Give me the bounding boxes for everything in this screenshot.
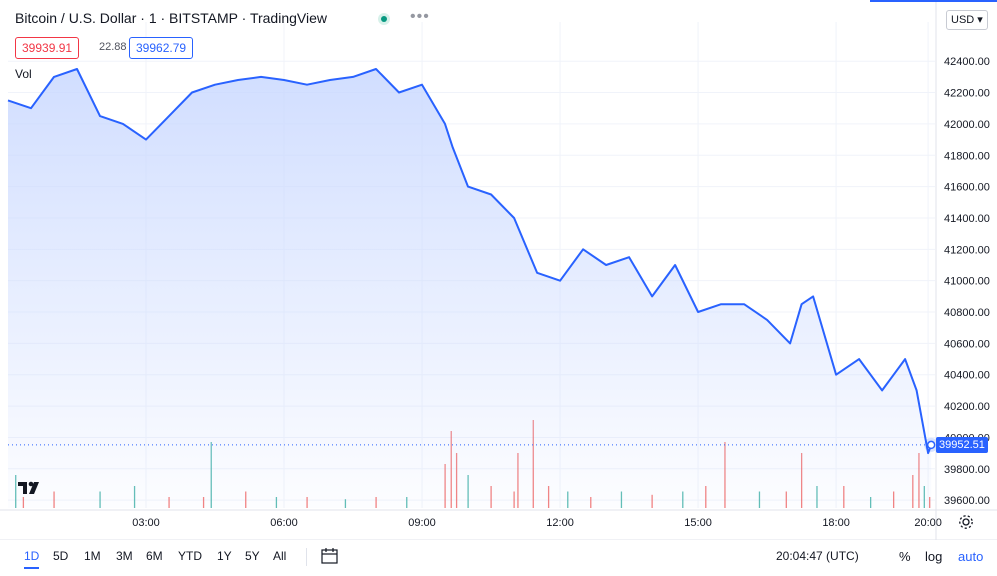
top-accent-strip <box>870 0 997 2</box>
bottom-toolbar: 1D 5D 1M 3M 6M YTD 1Y 5Y All 20:04:47 (U… <box>0 540 997 576</box>
last-price-label: 39952.51 <box>936 437 988 453</box>
x-tick-label: 09:00 <box>408 517 436 529</box>
timeframe-1m[interactable]: 1M <box>84 549 101 563</box>
y-tick-label: 40600.00 <box>944 338 990 350</box>
y-tick-label: 42400.00 <box>944 56 990 68</box>
x-tick-label: 20:00 <box>914 517 942 529</box>
y-tick-label: 39600.00 <box>944 495 990 507</box>
timeframe-3m[interactable]: 3M <box>116 549 133 563</box>
x-tick-label: 03:00 <box>132 517 160 529</box>
y-tick-label: 40400.00 <box>944 370 990 382</box>
y-tick-label: 41800.00 <box>944 150 990 162</box>
y-tick-label: 41000.00 <box>944 276 990 288</box>
tradingview-logo-icon[interactable] <box>16 478 46 498</box>
utc-clock[interactable]: 20:04:47 (UTC) <box>776 549 859 563</box>
x-tick-label: 15:00 <box>684 517 712 529</box>
price-area <box>7 68 939 508</box>
timeframe-6m[interactable]: 6M <box>146 549 163 563</box>
currency-label: USD <box>951 14 975 26</box>
market-status-icon[interactable] <box>378 13 390 25</box>
axes: 42400.00 42200.00 42000.00 41800.00 41600.00… <box>0 0 997 540</box>
last-price-marker <box>926 440 936 450</box>
currency-selector[interactable]: USD ▾ <box>946 10 988 30</box>
volume-legend-label[interactable]: Vol <box>15 67 32 81</box>
y-tick-label: 41400.00 <box>944 213 990 225</box>
bid-price[interactable]: 39939.91 <box>15 37 80 59</box>
ask-price[interactable]: 39962.79 <box>129 37 194 59</box>
y-tick-label: 42200.00 <box>944 88 990 100</box>
y-tick-label: 40800.00 <box>944 307 990 319</box>
timeframe-1y[interactable]: 1Y <box>217 549 232 563</box>
timeframe-ytd[interactable]: YTD <box>178 549 202 563</box>
x-tick-label: 12:00 <box>546 517 574 529</box>
gear-icon[interactable] <box>957 513 975 531</box>
spread-value: 22.88 <box>93 37 133 57</box>
price-area-fill <box>8 69 932 508</box>
auto-scale-toggle[interactable]: auto <box>958 549 984 564</box>
y-tick-label: 41200.00 <box>944 244 990 256</box>
symbol-title[interactable]: Bitcoin / U.S. Dollar · 1 · BITSTAMP · T… <box>15 10 327 26</box>
x-tick-label: 18:00 <box>822 517 850 529</box>
more-icon[interactable]: ••• <box>410 8 430 25</box>
y-tick-label: 42000.00 <box>944 119 990 131</box>
date-range-icon[interactable] <box>320 547 340 565</box>
x-tick-label: 06:00 <box>270 517 298 529</box>
log-scale-toggle[interactable]: log <box>925 549 943 564</box>
y-tick-label: 40200.00 <box>944 401 990 413</box>
timeframe-5y[interactable]: 5Y <box>245 549 260 563</box>
price-line <box>7 68 933 455</box>
percent-scale-toggle[interactable]: % <box>899 549 911 564</box>
timeframe-1d[interactable]: 1D <box>24 549 40 569</box>
timeframe-5d[interactable]: 5D <box>53 549 69 563</box>
chevron-down-icon: ▾ <box>977 14 983 26</box>
y-tick-label: 41600.00 <box>944 182 990 194</box>
y-tick-label: 39800.00 <box>944 464 990 476</box>
price-chart[interactable]: 42400.00 42200.00 42000.00 41800.00 41600.00… <box>0 0 997 540</box>
toolbar-divider <box>306 548 307 566</box>
timeframe-all[interactable]: All <box>273 549 287 563</box>
